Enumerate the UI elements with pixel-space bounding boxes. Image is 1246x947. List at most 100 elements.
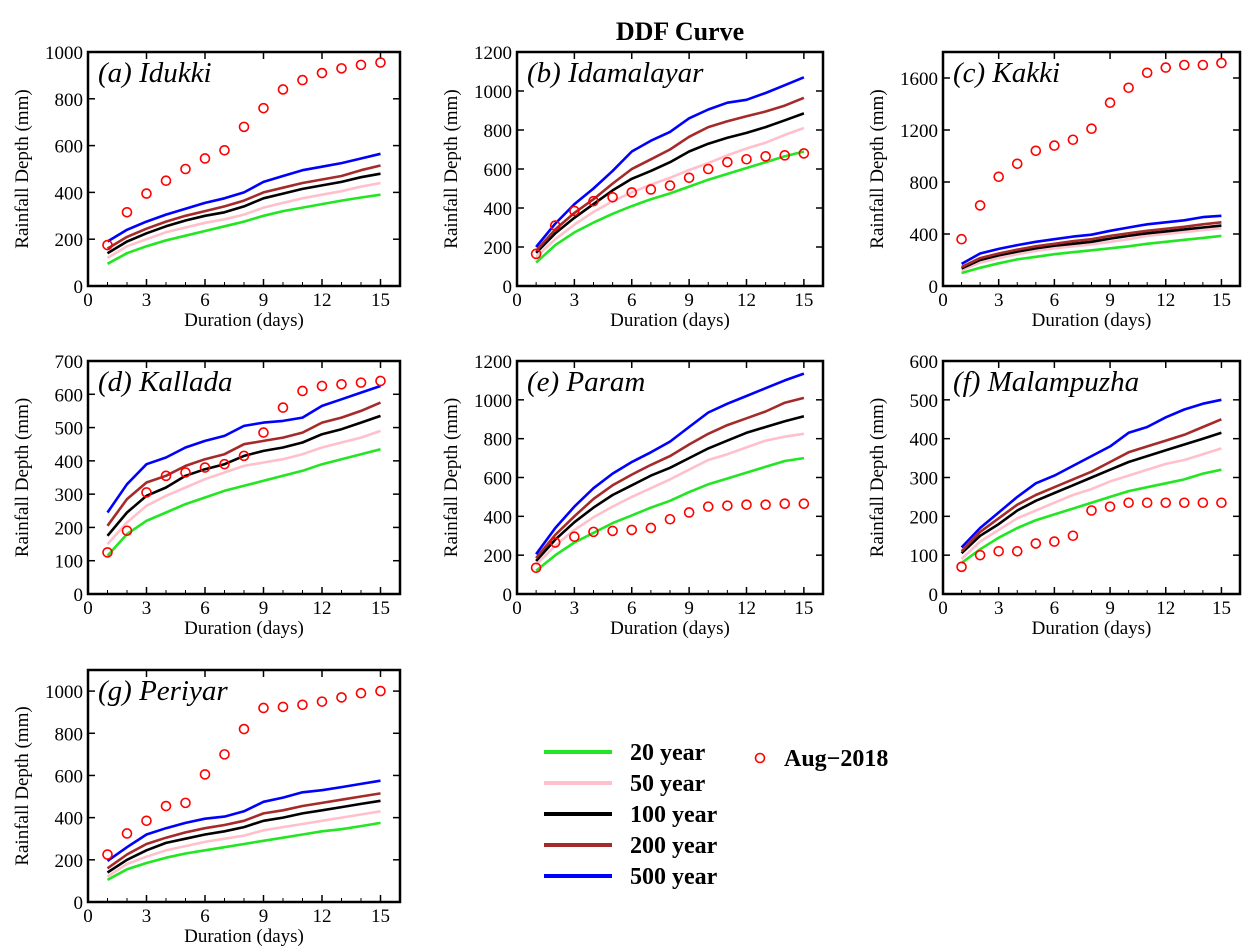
aug-2018-point [588, 526, 599, 538]
series-line-500-year [535, 76, 805, 248]
x-tick-label: 15 [794, 290, 813, 311]
aug-2018-point [1216, 57, 1227, 69]
aug-2018-point [1049, 140, 1060, 151]
y-tick-label: 0 [74, 585, 84, 606]
y-tick-label: 200 [55, 230, 84, 251]
x-tick-label: 15 [1212, 290, 1231, 311]
chart-panel-3: 0 3 6 9 12 15 0 400 800 1200 1600 Duration (days) Ra… [867, 50, 1242, 331]
aug-2018-point [238, 121, 250, 133]
series-line-20-year [960, 468, 1222, 564]
aug-2018-point [1141, 497, 1153, 509]
aug-2018-point [199, 153, 211, 164]
series-line-20-year [535, 150, 805, 264]
series-line-50-year [960, 447, 1222, 560]
y-tick-label: 400 [910, 225, 939, 246]
series-aug-2018-markers [530, 148, 810, 260]
x-axis-label: Duration (days) [610, 310, 730, 331]
aug-2018-point [956, 233, 967, 245]
x-axis-label: Duration (days) [184, 310, 304, 331]
x-tick-label: 0 [83, 598, 93, 619]
y-tick-label: 600 [55, 385, 84, 406]
aug-2018-point [1011, 158, 1023, 170]
aug-2018-point [779, 150, 791, 161]
aug-2018-point [336, 63, 347, 74]
series-line-500-year [106, 779, 381, 862]
y-axis-label: Rainfall Depth (mm) [867, 398, 888, 557]
series-line-100-year [106, 172, 381, 255]
x-axis-label: Duration (days) [184, 926, 304, 947]
series-line-500-year [106, 384, 381, 514]
series-line-100-year [960, 431, 1222, 555]
aug-2018-point [258, 102, 269, 114]
x-tick-label: 6 [1050, 598, 1060, 619]
x-tick-label: 3 [142, 290, 152, 311]
aug-2018-point [683, 172, 695, 184]
y-axis-label: Rainfall Depth (mm) [867, 89, 888, 248]
aug-2018-point [121, 828, 133, 839]
aug-2018-point [258, 427, 269, 438]
aug-2018-point [102, 239, 113, 251]
aug-2018-point [160, 800, 172, 812]
y-tick-label: 600 [910, 352, 939, 373]
x-tick-label: 3 [570, 598, 580, 619]
aug-2018-point [1160, 497, 1172, 509]
y-tick-label: 200 [55, 518, 84, 539]
aug-2018-point [141, 815, 152, 827]
aug-2018-point [258, 702, 269, 714]
x-tick-label: 6 [1050, 290, 1060, 311]
series-line-500-year [106, 152, 381, 243]
aug-2018-point [1179, 497, 1190, 509]
aug-2018-point [219, 144, 230, 156]
aug-2018-point [626, 187, 638, 198]
series-line-50-year [106, 181, 381, 260]
aug-2018-point [607, 191, 618, 203]
series-line-20-year [106, 447, 381, 557]
aug-2018-point [1160, 62, 1172, 73]
aug-2018-point [277, 701, 289, 713]
series-line-200-year [106, 164, 381, 250]
panel-title: (d) Kallada [98, 366, 233, 398]
series-line-20-year [961, 234, 1222, 275]
y-tick-label: 400 [910, 430, 939, 451]
x-tick-label: 0 [512, 290, 522, 311]
series-line-500-year [960, 214, 1222, 266]
aug-2018-point [121, 525, 133, 537]
aug-2018-point [993, 171, 1004, 183]
aug-2018-point [375, 57, 386, 68]
aug-2018-point [993, 545, 1004, 557]
x-tick-label: 3 [142, 598, 152, 619]
aug-2018-point [741, 153, 752, 165]
x-tick-label: 15 [794, 598, 813, 619]
series-line-50-year [106, 429, 381, 545]
aug-2018-point [121, 206, 133, 218]
aug-2018-point [664, 513, 676, 525]
aug-2018-point [336, 378, 347, 390]
y-tick-label: 500 [910, 391, 939, 412]
aug-2018-point [1216, 497, 1227, 509]
y-tick-label: 0 [503, 277, 513, 298]
legend-entry-200-year: 200 year [544, 833, 718, 859]
chart-panel-2: 0 3 6 9 12 15 0 200 400 600 800 1000 1200 Duration (d… [441, 43, 825, 331]
y-tick-label: 1600 [900, 69, 938, 90]
legend-label: 50 year [630, 771, 706, 797]
legend: 20 year 50 year 100 year 200 year 500 year Au… [544, 740, 888, 890]
chart-panel-6: 0 3 6 9 12 15 0 100 200 300 400 500 600 Duration (day… [867, 352, 1242, 639]
x-tick-label: 12 [1156, 290, 1175, 311]
y-tick-label: 400 [484, 507, 513, 528]
x-tick-label: 15 [1212, 598, 1231, 619]
aug-2018-point [760, 499, 771, 510]
y-axis-label: Rainfall Depth (mm) [12, 398, 33, 557]
series-line-200-year [535, 96, 805, 252]
y-tick-label: 100 [910, 546, 939, 567]
series-aug-2018-markers [956, 57, 1227, 245]
y-tick-label: 200 [55, 851, 84, 872]
aug-2018-point [1141, 67, 1153, 79]
x-tick-label: 0 [938, 598, 948, 619]
aug-2018-point [1049, 536, 1060, 547]
y-tick-label: 300 [55, 485, 84, 506]
y-tick-label: 400 [55, 809, 84, 830]
x-tick-label: 9 [684, 290, 694, 311]
y-tick-label: 600 [55, 766, 84, 787]
series-aug-2018-markers [530, 498, 810, 574]
panel-title: (a) Idukki [98, 57, 212, 89]
